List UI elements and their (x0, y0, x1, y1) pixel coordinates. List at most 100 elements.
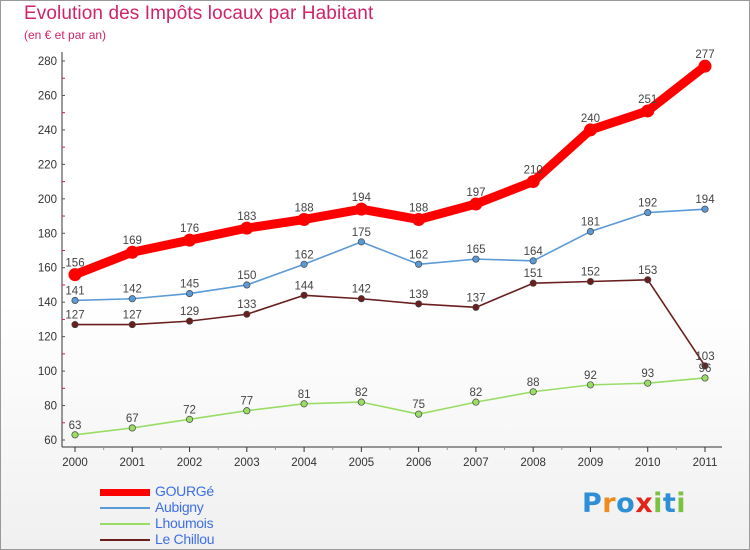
series-line-lhoumois (74, 377, 706, 436)
data-label-gourg-: 176 (180, 223, 199, 235)
data-point-aubigny (71, 296, 79, 305)
data-label-gourg-: 188 (294, 202, 313, 214)
series-line-gourg- (70, 61, 710, 280)
data-label-aubigny: 150 (237, 270, 256, 282)
data-point-le-chillou (472, 303, 480, 311)
data-point-aubigny (357, 238, 365, 246)
data-point-aubigny (185, 290, 194, 298)
data-label-le-chillou: 127 (123, 310, 142, 322)
data-point-le-chillou (71, 321, 79, 329)
data-label-lhoumois: 75 (412, 399, 425, 411)
x-tick-label: 2006 (406, 457, 432, 469)
data-point-aubigny (415, 260, 423, 268)
logo-letter: i (653, 488, 663, 519)
series-line-aubigny (74, 208, 706, 302)
data-point-le-chillou (529, 279, 537, 287)
data-point-le-chillou (415, 300, 423, 308)
data-point-lhoumois (586, 381, 595, 389)
x-tick-label: 2008 (520, 457, 546, 469)
data-point-lhoumois (644, 379, 652, 387)
data-label-le-chillou: 103 (695, 351, 714, 363)
data-point-le-chillou (243, 310, 251, 318)
legend-swatch (100, 488, 150, 496)
x-tick-label: 2009 (578, 457, 604, 469)
data-point-gourg- (297, 212, 311, 226)
data-label-le-chillou: 139 (409, 289, 428, 301)
data-point-lhoumois (357, 398, 365, 406)
data-label-gourg-: 240 (581, 113, 600, 125)
data-label-gourg-: 197 (466, 187, 485, 199)
data-label-lhoumois: 72 (183, 404, 196, 416)
data-label-lhoumois: 81 (298, 389, 311, 401)
data-point-lhoumois (472, 398, 480, 406)
legend-swatch (100, 523, 150, 525)
data-point-aubigny (701, 205, 709, 213)
data-label-gourg-: 183 (237, 211, 256, 223)
proxiti-logo: Proxiti (582, 488, 686, 519)
x-tick-label: 2005 (349, 457, 375, 469)
x-tick-label: 2003 (234, 457, 260, 469)
data-label-aubigny: 162 (409, 249, 428, 261)
x-tick-label: 2004 (291, 457, 317, 469)
data-label-gourg-: 194 (352, 192, 372, 204)
x-tick-label: 2002 (177, 457, 203, 469)
data-point-aubigny (529, 257, 537, 265)
y-tick-label: 220 (38, 159, 57, 171)
y-tick-label: 200 (38, 194, 57, 206)
legend-label: Aubigny (155, 499, 204, 515)
x-tick-label: 2010 (635, 457, 661, 469)
x-tick-label: 2000 (62, 457, 88, 469)
x-tick-label: 2001 (119, 457, 145, 469)
data-label-gourg-: 169 (123, 235, 142, 247)
y-tick-label: 120 (38, 332, 57, 344)
data-point-aubigny (128, 295, 136, 303)
data-label-le-chillou: 127 (65, 310, 84, 322)
data-label-aubigny: 141 (65, 285, 84, 297)
data-point-gourg- (68, 268, 82, 282)
data-label-lhoumois: 82 (470, 387, 483, 399)
data-point-gourg- (583, 123, 597, 137)
data-point-lhoumois (128, 424, 136, 432)
y-tick-label: 280 (38, 56, 57, 68)
logo-letter: P (582, 488, 603, 519)
data-label-gourg-: 156 (65, 258, 84, 270)
data-label-le-chillou: 153 (638, 265, 657, 277)
data-point-lhoumois (185, 415, 194, 423)
y-tick-label: 140 (38, 297, 57, 309)
legend-swatch (100, 507, 150, 509)
data-label-le-chillou: 129 (180, 306, 199, 318)
data-point-lhoumois (71, 431, 79, 439)
data-point-aubigny (644, 209, 652, 217)
data-label-lhoumois: 96 (699, 363, 712, 375)
data-label-aubigny: 164 (524, 246, 544, 258)
chart-subtitle: (en € et par an) (24, 28, 107, 42)
data-label-lhoumois: 82 (355, 387, 368, 399)
logo-letter: i (676, 488, 687, 519)
legend-swatch (100, 539, 150, 541)
data-label-aubigny: 162 (294, 249, 313, 261)
data-point-le-chillou (701, 362, 709, 370)
logo-letter: r (602, 488, 617, 519)
data-label-le-chillou: 152 (581, 267, 600, 279)
data-point-le-chillou (300, 291, 308, 299)
x-tick-label: 2007 (463, 457, 489, 469)
data-label-aubigny: 145 (180, 279, 199, 291)
data-point-aubigny (243, 281, 251, 289)
data-label-lhoumois: 63 (69, 420, 82, 432)
y-tick-label: 180 (38, 228, 57, 240)
data-label-gourg-: 210 (524, 165, 543, 177)
data-point-le-chillou (586, 277, 595, 286)
data-label-aubigny: 181 (581, 217, 600, 229)
data-point-lhoumois (415, 410, 423, 418)
data-point-gourg- (641, 104, 655, 118)
data-point-gourg- (698, 59, 712, 73)
data-point-gourg- (469, 197, 483, 211)
data-label-aubigny: 192 (638, 198, 657, 210)
data-point-gourg- (526, 175, 540, 189)
data-point-gourg- (412, 212, 426, 226)
data-point-le-chillou (128, 321, 136, 329)
data-label-aubigny: 165 (466, 244, 485, 256)
data-label-aubigny: 194 (695, 194, 715, 206)
data-point-lhoumois (243, 407, 251, 415)
